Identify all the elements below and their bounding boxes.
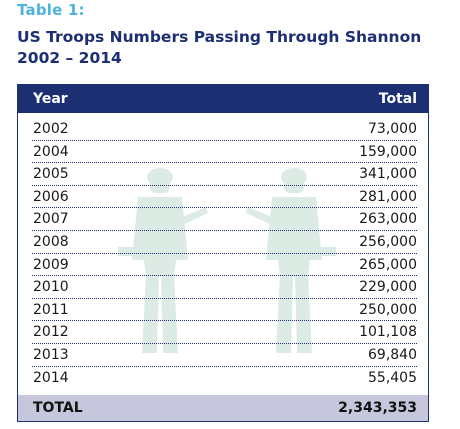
troops-table: Year Total 2002 73,000 2004 159,000 2005…	[17, 84, 429, 422]
row-total: 263,000	[359, 211, 417, 228]
table-row: 2012 101,108	[32, 321, 417, 344]
row-total: 69,840	[368, 346, 417, 363]
row-total: 101,108	[359, 324, 417, 341]
row-year: 2005	[33, 166, 69, 183]
column-header-year: Year	[33, 91, 68, 107]
row-year: 2002	[33, 121, 69, 137]
row-total: 341,000	[359, 166, 417, 183]
table-title: US Troops Numbers Passing Through Shanno…	[17, 27, 437, 69]
table-body: 2002 73,000 2004 159,000 2005 341,000 20…	[18, 118, 428, 389]
table-row: 2002 73,000	[32, 118, 417, 141]
row-year: 2013	[33, 346, 69, 363]
table-label: Table 1:	[17, 1, 85, 19]
table-row: 2009 265,000	[32, 254, 417, 277]
table-row: 2011 250,000	[32, 299, 417, 322]
row-year: 2006	[33, 188, 69, 205]
table-row: 2004 159,000	[32, 141, 417, 164]
row-total: 229,000	[359, 279, 417, 296]
table-row: 2010 229,000	[32, 276, 417, 299]
row-year: 2010	[33, 279, 69, 296]
row-total: 256,000	[359, 233, 417, 250]
row-year: 2007	[33, 211, 69, 228]
table-row: 2013 69,840	[32, 344, 417, 367]
row-year: 2008	[33, 233, 69, 250]
table-row: 2005 341,000	[32, 163, 417, 186]
total-row: TOTAL 2,343,353	[18, 395, 428, 421]
title-line-1: US Troops Numbers Passing Through Shanno…	[17, 28, 422, 46]
row-total: 73,000	[368, 121, 417, 137]
table-header: Year Total	[18, 85, 428, 113]
row-total: 159,000	[359, 143, 417, 160]
table-row: 2014 55,405	[32, 367, 417, 390]
row-total: 55,405	[368, 369, 417, 386]
table-row: 2008 256,000	[32, 231, 417, 254]
column-header-total: Total	[378, 91, 417, 107]
total-value: 2,343,353	[338, 400, 417, 416]
row-total: 265,000	[359, 256, 417, 273]
row-year: 2012	[33, 324, 69, 341]
row-year: 2011	[33, 301, 69, 318]
row-year: 2004	[33, 143, 69, 160]
soldier-silhouette-icon	[118, 168, 208, 353]
row-year: 2014	[33, 369, 69, 386]
table-row: 2007 263,000	[32, 208, 417, 231]
row-year: 2009	[33, 256, 69, 273]
total-label: TOTAL	[33, 400, 83, 416]
title-line-2: 2002 – 2014	[17, 49, 122, 67]
row-total: 250,000	[359, 301, 417, 318]
row-total: 281,000	[359, 188, 417, 205]
soldier-silhouette-icon	[246, 168, 336, 353]
table-row: 2006 281,000	[32, 186, 417, 209]
